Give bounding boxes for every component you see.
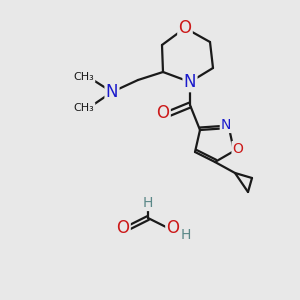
Text: O: O <box>167 219 179 237</box>
Text: H: H <box>181 228 191 242</box>
Text: O: O <box>157 104 169 122</box>
Text: O: O <box>116 219 130 237</box>
Text: O: O <box>232 142 243 156</box>
Text: H: H <box>143 196 153 210</box>
Text: CH₃: CH₃ <box>74 72 94 82</box>
Text: CH₃: CH₃ <box>74 103 94 113</box>
Text: N: N <box>106 83 118 101</box>
Text: O: O <box>178 19 191 37</box>
Text: N: N <box>221 118 231 132</box>
Text: N: N <box>184 73 196 91</box>
